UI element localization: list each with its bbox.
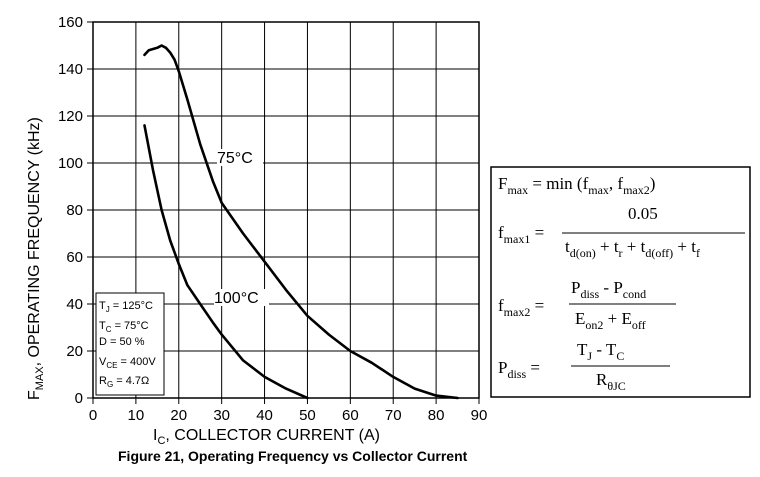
cond-d: D = 50 % (99, 336, 145, 348)
cond-tj: TJ = 125°C (99, 300, 153, 314)
series-group (143, 44, 459, 400)
formula-box: Fmax = min (fmax, fmax2) fmax1 = 0.05 td… (490, 166, 751, 398)
formula-fmax2-den: Eon2 + Eoff (575, 309, 646, 332)
x-tick-label: 10 (128, 407, 145, 424)
formula-fmax1-lhs: fmax1 = (498, 223, 544, 246)
cond-tc: TC = 75°C (99, 320, 149, 334)
series-label-100: 100°C (214, 290, 259, 307)
y-tick-label: 0 (75, 390, 83, 407)
conditions-box: TJ = 125°C TC = 75°C D = 50 % VCE = 400V… (95, 292, 165, 396)
x-tick-label: 30 (213, 407, 230, 424)
x-axis-title: IC, COLLECTOR CURRENT (A) (153, 427, 380, 447)
formula-fmax1-num: 0.05 (628, 204, 658, 223)
x-tick-label: 70 (385, 407, 402, 424)
formula-fmax2-lhs: fmax2 = (498, 296, 544, 319)
label-75-bg (217, 149, 263, 166)
y-tick-label: 140 (58, 61, 83, 78)
x-tick-label: 80 (428, 407, 445, 424)
series-label-75: 75°C (217, 150, 253, 167)
y-tick-label: 60 (66, 249, 83, 266)
formula-pdiss-den: RθJC (596, 370, 626, 393)
y-tick-label: 120 (58, 108, 83, 125)
ticks: 0 10 20 30 40 50 60 70 80 90 0 20 40 60 80 100 120 140 160 (58, 14, 487, 424)
x-tick-label: 60 (342, 407, 359, 424)
x-tick-label: 20 (170, 407, 187, 424)
formula-fmax: Fmax = min (fmax, fmax2) (498, 174, 655, 197)
cond-vce: VCE = 400V (99, 356, 156, 370)
x-tick-label: 50 (299, 407, 316, 424)
y-tick-label: 100 (58, 155, 83, 172)
figure-caption: Figure 21, Operating Frequency vs Collec… (118, 448, 468, 464)
series-line-100c (143, 124, 309, 400)
x-tick-label: 40 (256, 407, 273, 424)
formula-pdiss-lhs: Pdiss = (498, 358, 540, 381)
y-axis-title: FMAX, OPERATING FREQUENCY (kHz) (26, 117, 46, 400)
y-tick-label: 20 (66, 343, 83, 360)
x-tick-label: 90 (471, 407, 488, 424)
label-100-bg (214, 289, 269, 306)
y-tick-label: 160 (58, 14, 83, 31)
formula-fmax1-den: td(on) + tr + td(off) + tf (565, 237, 700, 260)
x-tick-label: 0 (89, 407, 97, 424)
cond-rg: RG = 4.7Ω (99, 375, 149, 389)
formula-pdiss-num: TJ - TC (577, 340, 624, 363)
y-tick-label: 80 (66, 202, 83, 219)
formula-fmax2-num: Pdiss - Pcond (571, 278, 646, 301)
series-line-75c (143, 44, 459, 400)
y-tick-label: 40 (66, 296, 83, 313)
